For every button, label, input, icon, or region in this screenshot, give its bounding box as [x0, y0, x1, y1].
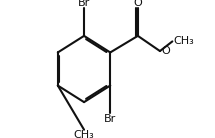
Text: CH₃: CH₃ — [173, 36, 194, 46]
Text: O: O — [161, 46, 170, 56]
Text: Br: Br — [78, 0, 90, 8]
Text: Br: Br — [104, 114, 116, 124]
Text: O: O — [134, 0, 142, 8]
Text: CH₃: CH₃ — [74, 130, 94, 138]
